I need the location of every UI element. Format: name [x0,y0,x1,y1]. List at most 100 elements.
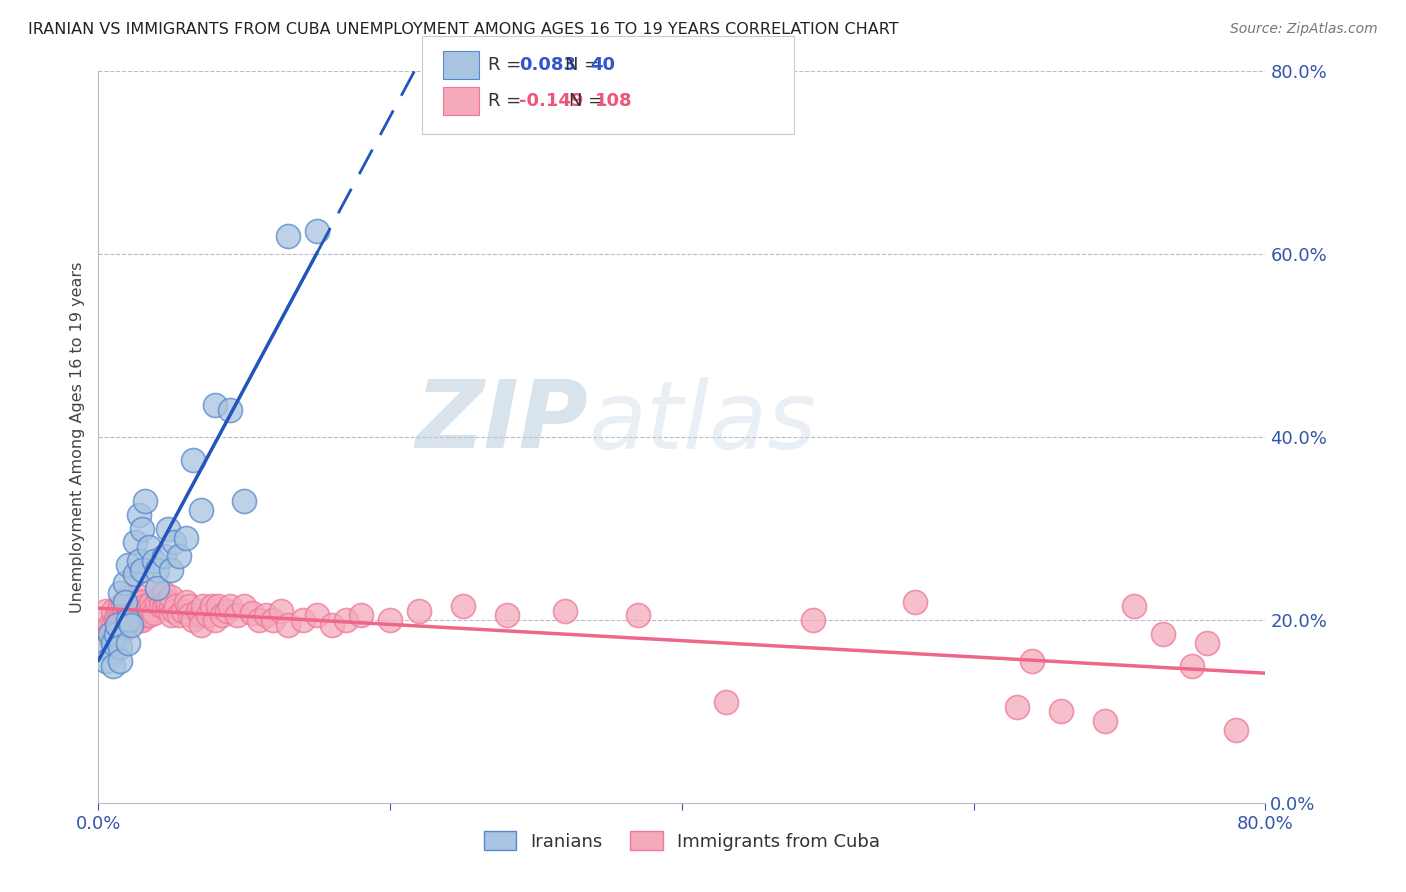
Point [104,626,127,640]
Point [190,608,212,623]
Point [105,608,128,623]
Point [120,604,142,618]
Point [190,503,212,517]
Point [181,613,204,627]
Point [155,594,177,608]
Point [128,553,150,567]
Point [247,613,270,627]
Text: 40: 40 [591,56,616,74]
Point [114,608,136,623]
Point [114,576,136,591]
Point [160,590,183,604]
Point [124,567,146,582]
Point [201,599,224,614]
Point [128,604,150,618]
Point [94,640,117,655]
Point [904,594,927,608]
Point [101,645,124,659]
Point [1225,723,1247,737]
Y-axis label: Unemployment Among Ages 16 to 19 years: Unemployment Among Ages 16 to 19 years [70,261,86,613]
Text: N =: N = [569,92,609,110]
Point [122,599,145,614]
Point [104,613,127,627]
Point [177,599,200,614]
Point [350,608,373,623]
Point [121,590,143,604]
Point [101,636,124,650]
Point [277,617,299,632]
Point [172,604,194,618]
Point [100,636,122,650]
Point [131,563,153,577]
Text: 108: 108 [595,92,633,110]
Point [1152,626,1174,640]
Point [380,613,402,627]
Point [124,613,146,627]
Point [131,521,153,535]
Point [157,521,180,535]
Point [111,617,134,632]
Point [141,602,163,616]
Point [215,604,238,618]
Point [138,540,160,554]
Point [128,508,150,522]
Point [262,613,284,627]
Point [108,604,131,618]
Point [153,585,176,599]
Point [104,626,127,640]
Point [150,599,173,614]
Point [142,553,165,567]
Point [1050,705,1073,719]
Point [131,590,153,604]
Point [94,604,117,618]
Point [142,606,165,620]
Point [193,599,215,614]
Legend: Iranians, Immigrants from Cuba: Iranians, Immigrants from Cuba [475,822,889,860]
Point [110,640,132,655]
Point [233,494,256,508]
Point [101,632,124,646]
Point [101,658,124,673]
Point [153,549,176,563]
Point [146,594,169,608]
Point [135,608,157,623]
Point [179,608,201,623]
Point [127,608,149,623]
Point [204,398,226,412]
Point [114,599,136,614]
Text: R =: R = [488,56,527,74]
Text: -0.149: -0.149 [519,92,583,110]
Point [131,604,153,618]
Point [120,594,142,608]
Point [207,599,229,614]
Point [801,613,824,627]
Point [117,590,139,604]
Point [124,594,146,608]
Point [1007,699,1029,714]
Point [218,402,240,417]
Point [1181,658,1204,673]
Point [110,585,132,599]
Point [174,531,197,545]
Point [335,613,357,627]
Point [117,608,139,623]
Point [110,613,132,627]
Point [146,581,169,595]
Point [120,617,142,632]
Point [117,599,139,614]
Point [240,606,263,620]
Point [124,604,146,618]
Point [167,608,190,623]
Point [1123,599,1146,614]
Point [174,594,197,608]
Point [149,590,172,604]
Point [101,604,124,618]
Point [157,594,180,608]
Point [160,608,183,623]
Point [128,613,150,627]
Point [197,608,219,623]
Text: IRANIAN VS IMMIGRANTS FROM CUBA UNEMPLOYMENT AMONG AGES 16 TO 19 YEARS CORRELATI: IRANIAN VS IMMIGRANTS FROM CUBA UNEMPLOY… [28,22,898,37]
Text: Source: ZipAtlas.com: Source: ZipAtlas.com [1230,22,1378,37]
Point [98,617,121,632]
Point [134,494,156,508]
